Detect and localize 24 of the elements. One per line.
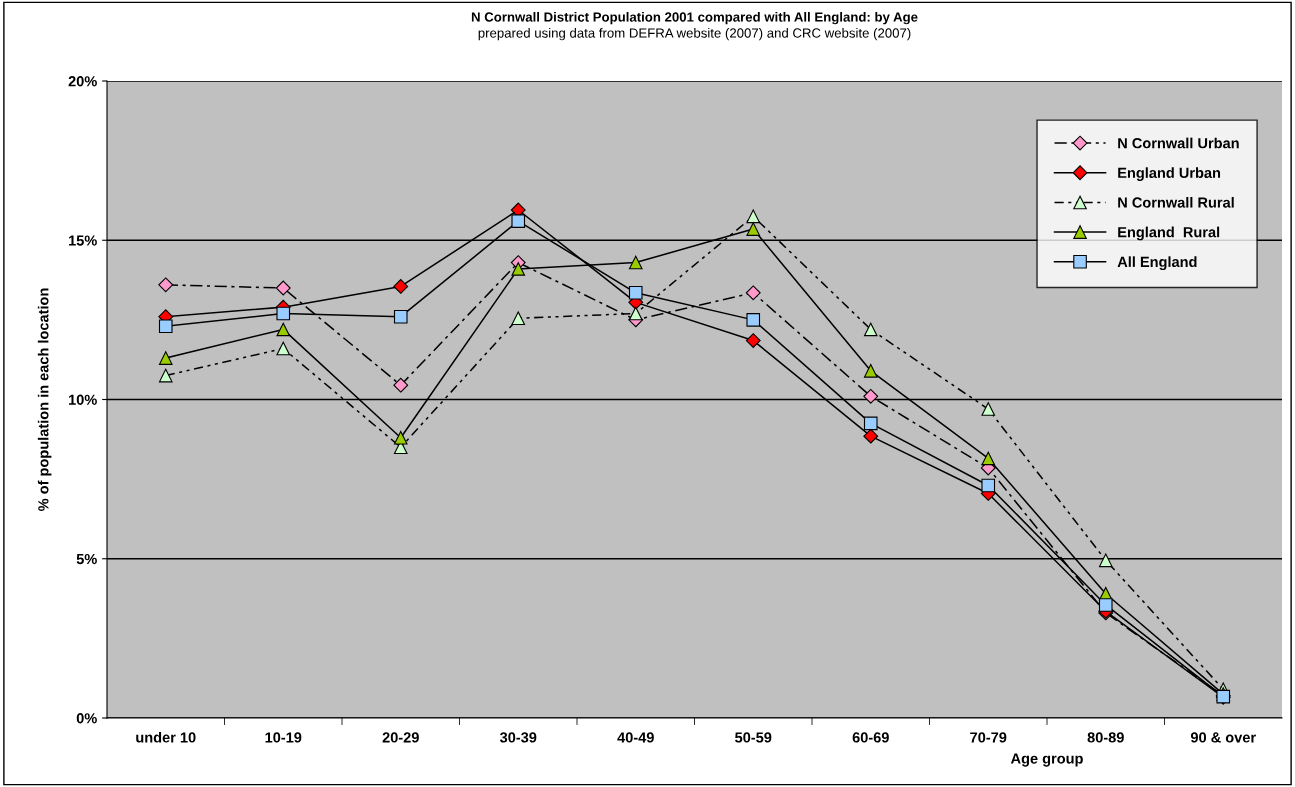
- legend-label: England Rural: [1118, 226, 1220, 241]
- x-axis-title: Age group: [1010, 753, 1083, 767]
- legend-label: N Cornwall Rural: [1118, 196, 1234, 208]
- legend-label: N Cornwall Urban: [1118, 137, 1239, 149]
- y-axis-title: % of population in each location: [37, 288, 52, 511]
- chart-subtitle: prepared using data from DEFRA website (2007) and CRC website (2007): [478, 28, 911, 41]
- x-tick-label: 90 & over: [1190, 732, 1256, 743]
- x-tick-label: 70-79: [970, 732, 1007, 743]
- x-tick-label: 10-19: [265, 732, 302, 743]
- y-tick-label: 20%: [68, 76, 97, 87]
- x-tick-label: 20-29: [382, 732, 419, 743]
- x-tick-label: 50-59: [735, 732, 772, 743]
- x-tick-label: 30-39: [499, 732, 537, 743]
- x-tick-label: 80-89: [1087, 732, 1124, 743]
- y-tick-label: 10%: [69, 394, 97, 405]
- x-tick-label: 40-49: [617, 732, 654, 743]
- y-tick-label: 15%: [69, 235, 97, 246]
- x-tick-label: 60-69: [852, 732, 889, 743]
- legend-label: All England: [1117, 256, 1197, 270]
- y-tick-label: 0%: [76, 713, 97, 724]
- chart-title: N Cornwall District Population 2001 compared with All England: by Age: [471, 12, 918, 25]
- y-tick-label: 5%: [76, 553, 97, 565]
- legend-label: England Urban: [1118, 167, 1221, 181]
- x-tick-label: under 10: [136, 731, 196, 743]
